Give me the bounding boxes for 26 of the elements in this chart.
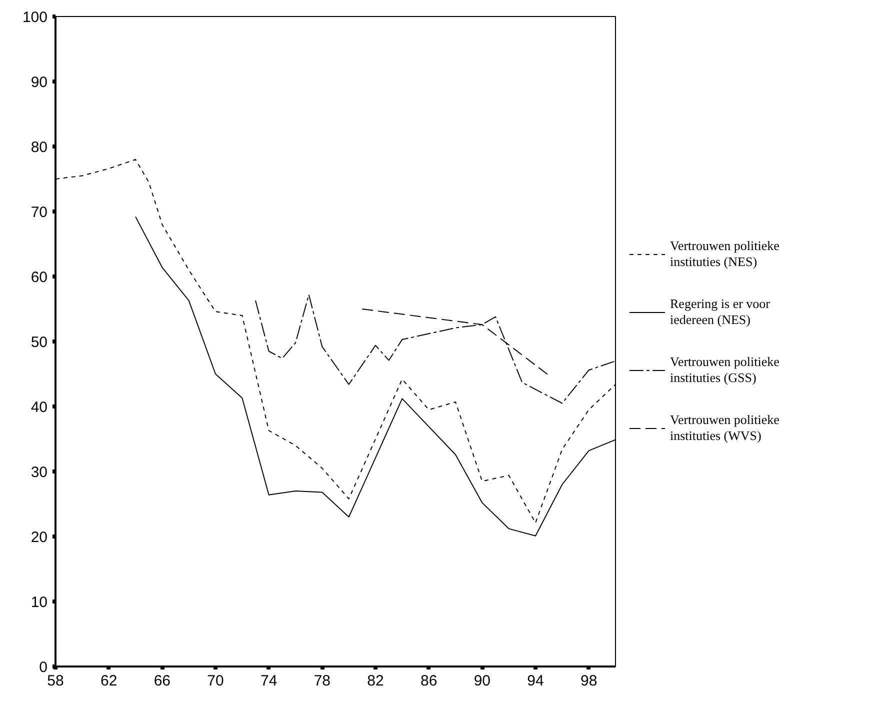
y-tick-label: 30 — [30, 464, 48, 481]
x-tick-label: 82 — [367, 672, 384, 690]
x-tick-label: 58 — [47, 672, 64, 690]
legend-label: Vertrouwen politieke instituties (WVS) — [670, 411, 780, 445]
x-tick-label: 98 — [580, 672, 598, 690]
x-tick-label: 74 — [260, 672, 278, 690]
y-tick-label: 100 — [22, 9, 48, 26]
legend-label: Vertrouwen politieke instituties (NES) — [670, 237, 780, 271]
x-tick-label: 86 — [420, 672, 438, 690]
legend-label: Vertrouwen politieke instituties (GSS) — [670, 353, 780, 387]
legend-label: Regering is er voor iedereen (NES) — [670, 295, 770, 329]
x-tick-label: 90 — [474, 672, 491, 690]
y-tick-label: 0 — [39, 659, 48, 676]
y-tick-label: 90 — [30, 74, 48, 91]
y-tick-label: 50 — [30, 334, 48, 351]
y-tick-label: 10 — [30, 594, 48, 611]
y-tick-label: 20 — [30, 529, 48, 546]
y-tick-label: 40 — [30, 399, 48, 416]
y-tick-label: 80 — [30, 139, 48, 156]
x-tick-label: 62 — [100, 672, 118, 690]
x-tick-label: 66 — [154, 672, 171, 690]
x-tick-label: 70 — [207, 672, 224, 690]
y-tick-label: 60 — [30, 269, 48, 286]
y-tick-label: 70 — [30, 204, 48, 221]
x-tick-label: 94 — [527, 672, 544, 690]
x-tick-label: 78 — [314, 672, 331, 690]
